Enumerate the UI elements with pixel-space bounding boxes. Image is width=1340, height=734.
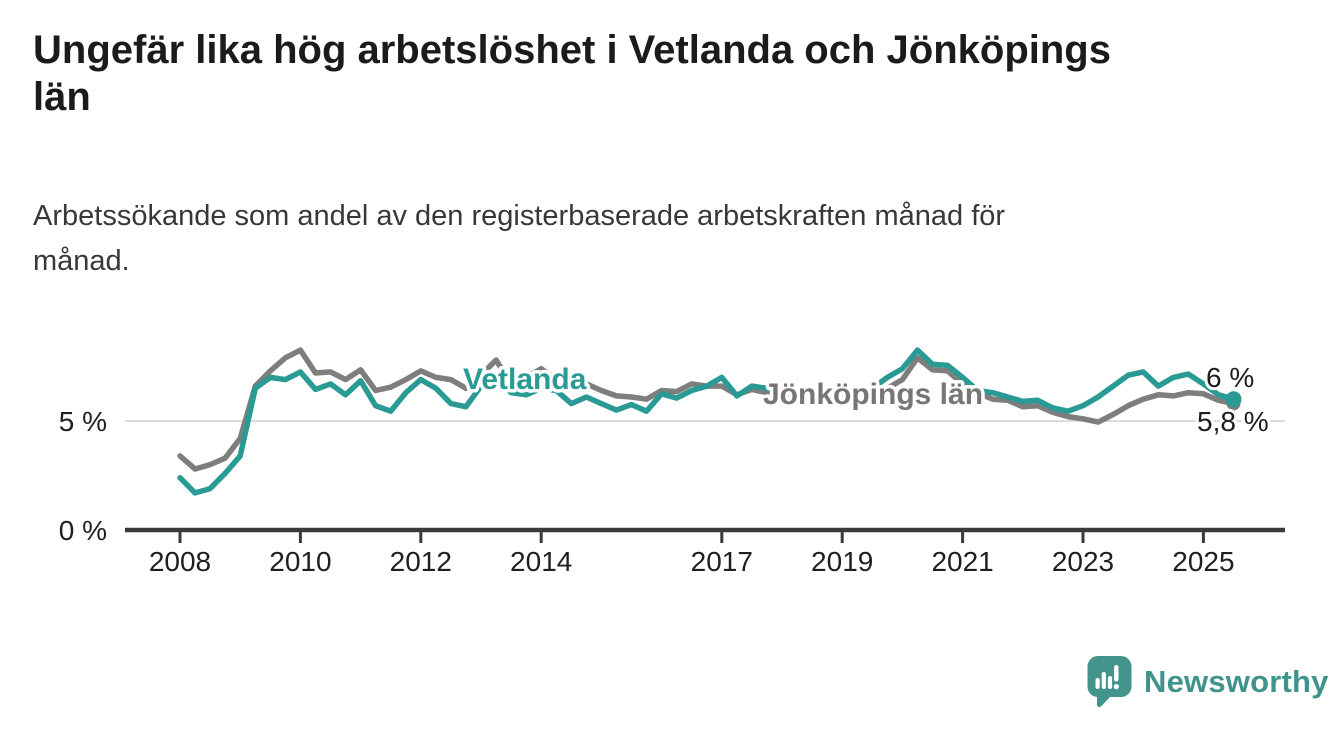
x-tick-label-2010: 2010: [269, 546, 331, 577]
chart-title: Ungefär lika hög arbetslöshet i Vetlanda…: [33, 28, 1111, 119]
y-tick-label-5: 5 %: [59, 406, 107, 437]
exclamation-dot: [1113, 684, 1119, 690]
x-tick-label-2008: 2008: [149, 546, 211, 577]
bar-chart-in-speech-bubble-icon: [1087, 656, 1132, 708]
series-line-vetlanda: [177, 347, 1237, 496]
y-tick-label-0: 0 %: [59, 515, 107, 546]
x-tick-label-2017: 2017: [691, 546, 753, 577]
newsworthy-logo: Newsworthy: [1085, 654, 1329, 710]
x-tick-label-2014: 2014: [510, 546, 572, 577]
x-tick-label-2023: 2023: [1052, 546, 1114, 577]
bar-1: [1095, 678, 1100, 689]
bar-3: [1107, 676, 1113, 689]
series-label-j-nk-pings-l-n: Jönköpings län: [763, 378, 983, 411]
x-tick-label-2019: 2019: [811, 546, 873, 577]
chart-subtitle: Arbetssökande som andel av den registerb…: [33, 200, 1006, 277]
end-label-vetlanda: 6 %: [1206, 362, 1254, 393]
x-tick-label-2021: 2021: [931, 546, 993, 577]
end-label-j-nk-pings-l-n: 5,8 %: [1197, 406, 1269, 437]
exclamation-stem: [1114, 665, 1119, 682]
series-label-vetlanda: Vetlanda: [463, 363, 587, 396]
x-tick-label-2025: 2025: [1172, 546, 1234, 577]
end-dot-vetlanda: [1225, 391, 1242, 408]
newsworthy-logo-text: Newsworthy: [1144, 664, 1329, 699]
bar-2: [1101, 672, 1106, 689]
x-tick-label-2012: 2012: [390, 546, 452, 577]
